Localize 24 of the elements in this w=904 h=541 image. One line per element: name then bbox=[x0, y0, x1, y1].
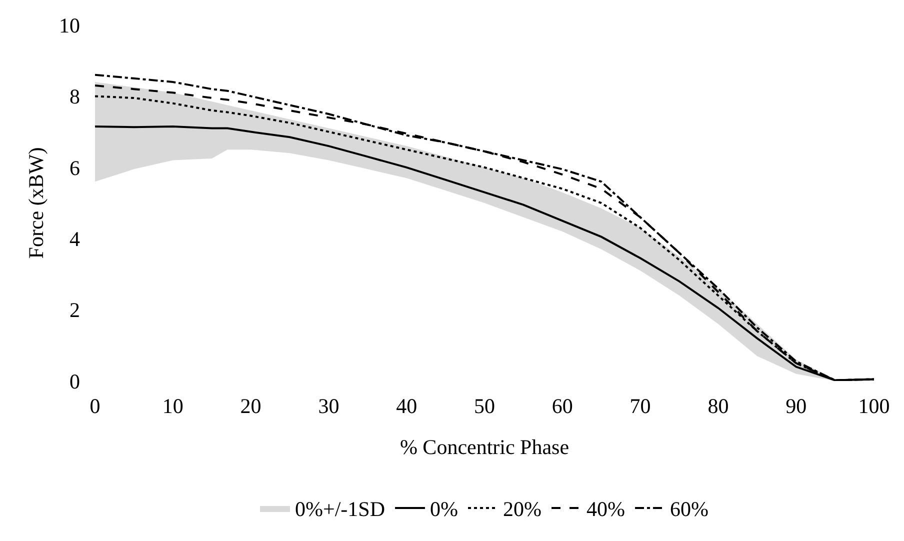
x-tick-label: 100 bbox=[858, 394, 890, 418]
x-tick-label: 10 bbox=[162, 394, 184, 418]
y-tick-label: 4 bbox=[70, 226, 80, 251]
legend-label: 0%+/-1SD bbox=[295, 497, 386, 522]
x-axis-title: % Concentric Phase bbox=[400, 435, 570, 459]
legend-label: 60% bbox=[670, 497, 709, 522]
x-tick-label: 0 bbox=[90, 394, 100, 418]
legend-label: 40% bbox=[586, 497, 626, 522]
x-tick-label: 90 bbox=[786, 394, 807, 418]
y-tick-label: 2 bbox=[70, 298, 80, 322]
x-tick-label: 40 bbox=[396, 394, 418, 418]
y-tick-label: 6 bbox=[70, 156, 80, 180]
x-tick-label: 70 bbox=[630, 394, 651, 418]
legend-label: 20% bbox=[503, 497, 542, 522]
y-tick-label: 0 bbox=[70, 369, 80, 394]
x-tick-label: 20 bbox=[240, 394, 262, 418]
x-tick-label: 30 bbox=[318, 394, 340, 418]
x-tick-label: 50 bbox=[474, 394, 495, 418]
x-tick-label: 80 bbox=[708, 394, 729, 418]
x-tick-label: 60 bbox=[552, 394, 573, 418]
y-tick-label: 10 bbox=[59, 13, 80, 38]
y-axis-title: Force (xBW) bbox=[24, 147, 48, 259]
legend-label: 0% bbox=[430, 497, 458, 522]
y-tick-label: 8 bbox=[70, 84, 80, 109]
